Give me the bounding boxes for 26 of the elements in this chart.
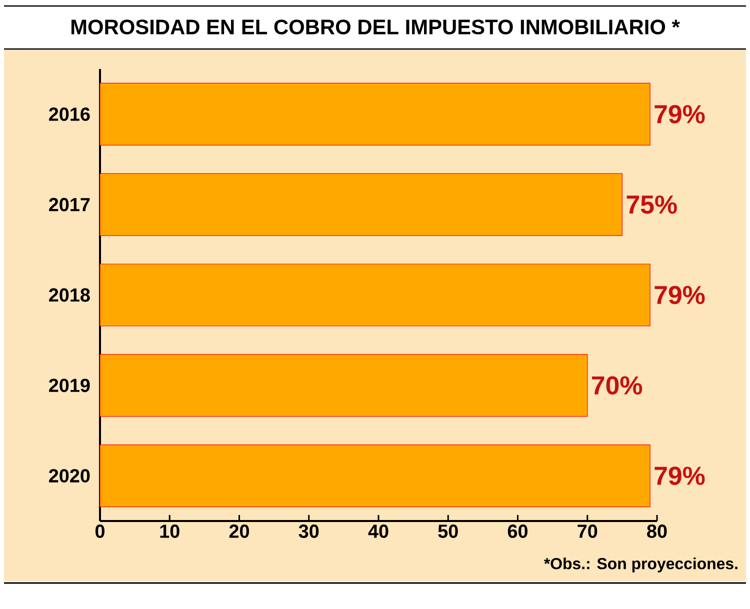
data-label: 79% [654,466,705,485]
bar [100,82,650,146]
x-tick-label: 50 [438,524,458,538]
bar [100,264,650,326]
x-tick-label: 80 [647,524,667,538]
x-tick-label: 10 [160,524,180,538]
y-tick-label: 2017 [49,198,90,212]
y-tick-label: 2020 [49,469,90,483]
x-tick-label: 70 [578,524,598,538]
bar [100,354,588,417]
x-tick-label: 40 [368,524,388,538]
y-tick-label: 2019 [49,378,90,392]
data-label: 79% [654,286,705,304]
text: *Obs.: Son proyecciones. [544,558,738,572]
data-label: 75% [626,195,677,214]
x-tick-label: 0 [95,524,104,538]
data-label: 70% [592,376,642,395]
bar [100,444,650,508]
x-tick-label: 60 [508,524,528,538]
chart-title: MOROSIDAD EN EL COBRO DEL IMPUESTO INMOBILIARIO * [71,20,680,34]
data-label: 79% [654,105,705,124]
y-tick-label: 2018 [49,288,90,302]
x-tick-label: 30 [298,524,319,538]
y-tick-label: 2016 [49,108,90,121]
bar [100,173,622,236]
x-tick-label: 20 [229,524,249,538]
